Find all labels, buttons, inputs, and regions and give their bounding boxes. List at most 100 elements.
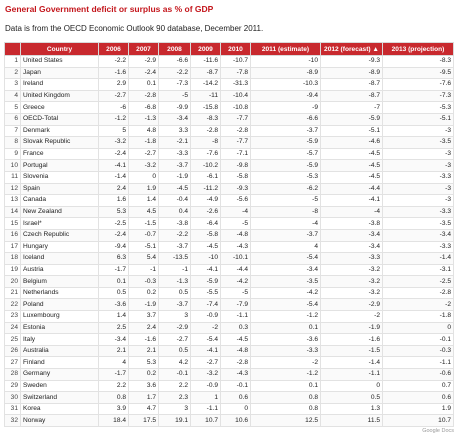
column-header[interactable]: 2013 (projection): [382, 42, 454, 56]
row-index: 15: [4, 217, 21, 230]
value-cell: 1.4: [128, 194, 159, 207]
column-header[interactable]: 2009: [190, 42, 221, 56]
value-cell: 1.4: [98, 310, 129, 323]
value-cell: -5: [250, 194, 321, 207]
value-cell: -2: [190, 321, 221, 335]
value-cell: -3.2: [190, 368, 221, 381]
value-cell: -10: [190, 252, 221, 265]
column-header[interactable]: 2011 (estimate): [250, 42, 321, 56]
value-cell: -3.7: [250, 228, 321, 242]
value-cell: 2.1: [128, 344, 159, 358]
value-cell: -4.5: [190, 240, 221, 254]
row-index: 10: [4, 159, 21, 172]
value-cell: -2.8: [128, 89, 159, 103]
column-header[interactable]: Country: [20, 42, 99, 56]
value-cell: -4.3: [220, 240, 251, 254]
value-cell: -8.9: [320, 66, 383, 80]
column-header[interactable]: 2007: [128, 42, 159, 56]
value-cell: -3.7: [158, 298, 191, 312]
value-cell: -5: [158, 89, 191, 103]
value-cell: -1.6: [98, 66, 129, 80]
value-cell: -10.2: [190, 159, 221, 172]
column-header[interactable]: 2010: [220, 42, 251, 56]
value-cell: 3.7: [128, 310, 159, 323]
row-index: 28: [4, 368, 21, 381]
country-cell: Spain: [20, 182, 99, 196]
value-cell: 2.4: [128, 321, 159, 335]
row-index: 23: [4, 310, 21, 323]
value-cell: -5.8: [190, 228, 221, 242]
value-cell: -5.9: [250, 136, 321, 149]
table-row: 20 Belgium 0.1 -0.3 -1.3 -5.9 -4.2 -3.5 -3.2 -2.5: [4, 275, 454, 288]
value-cell: -8.7: [190, 66, 221, 80]
value-cell: -6.6: [250, 112, 321, 126]
value-cell: -7.3: [382, 89, 454, 103]
value-cell: -1.7: [98, 263, 129, 277]
country-cell: Austria: [20, 263, 99, 277]
value-cell: -4: [220, 205, 251, 219]
value-cell: -3.3: [382, 240, 454, 254]
value-cell: -3.7: [158, 240, 191, 254]
value-cell: -2.7: [98, 89, 129, 103]
value-cell: -1.3: [158, 275, 191, 288]
country-cell: Greece: [20, 101, 99, 114]
value-cell: -2.4: [128, 66, 159, 80]
value-cell: 1.9: [382, 402, 454, 416]
value-cell: -3.6: [98, 298, 129, 312]
value-cell: -3.7: [158, 159, 191, 172]
value-cell: -3.4: [382, 228, 454, 242]
table-row: 1 United States -2.2 -2.9 -6.6 -11.6 -10.7 -10-…: [4, 55, 454, 68]
value-cell: 0.5: [158, 344, 191, 358]
value-cell: 2.9: [98, 78, 129, 91]
value-cell: -1.4: [382, 252, 454, 265]
column-header[interactable]: 2008: [158, 42, 191, 56]
row-index: 1: [4, 55, 21, 68]
row-index: 21: [4, 286, 21, 300]
column-header[interactable]: 2006: [98, 42, 129, 56]
value-cell: -9.3: [220, 182, 251, 196]
value-cell: -4.3: [220, 368, 251, 381]
value-cell: -8.7: [320, 89, 383, 103]
value-cell: -13.5: [158, 252, 191, 265]
value-cell: 0.4: [158, 205, 191, 219]
value-cell: -2.4: [98, 147, 129, 161]
country-cell: Hungary: [20, 240, 99, 254]
row-index: 14: [4, 205, 21, 219]
value-cell: -5.4: [250, 252, 321, 265]
value-cell: -3.3: [320, 252, 383, 265]
value-cell: -3: [382, 194, 454, 207]
table-row: 29 Sweden 2.2 3.6 2.2 -0.9 -0.1 0.1 0 0.7: [4, 379, 454, 393]
value-cell: -1.4: [320, 356, 383, 370]
value-cell: -3.3: [250, 344, 321, 358]
value-cell: -2.9: [320, 298, 383, 312]
value-cell: -9.4: [250, 89, 321, 103]
value-cell: -10.3: [250, 78, 321, 91]
table-row: 12 Spain 2.4 1.9 -4.5 -11.2 -9.3 -6.2 -4.4 -3: [4, 182, 454, 196]
value-cell: -5.4: [190, 333, 221, 346]
value-cell: 1.7: [128, 391, 159, 404]
country-cell: Poland: [20, 298, 99, 312]
header-row: Country 2006 2007 2008 2009 2010 2011 (estimat…: [4, 42, 454, 56]
value-cell: -3.5: [382, 136, 454, 149]
row-index: 6: [4, 112, 21, 126]
value-cell: -2.7: [158, 333, 191, 346]
value-cell: 3.3: [158, 124, 191, 138]
value-cell: 3.9: [98, 402, 129, 416]
value-cell: 0.5: [320, 391, 383, 404]
value-cell: -6.6: [158, 55, 191, 68]
row-index: 20: [4, 275, 21, 288]
value-cell: 0.7: [382, 379, 454, 393]
value-cell: 10.7: [382, 414, 454, 427]
column-header[interactable]: 2012 (forecast) ▲: [320, 42, 383, 56]
value-cell: -4.1: [190, 344, 221, 358]
value-cell: -2: [320, 310, 383, 323]
value-cell: -3.2: [320, 263, 383, 277]
value-cell: -4: [250, 217, 321, 230]
value-cell: -3.8: [320, 217, 383, 230]
row-index: 22: [4, 298, 21, 312]
table-body: 1 United States -2.2 -2.9 -6.6 -11.6 -10.7 -10-…: [4, 55, 454, 427]
value-cell: -9.3: [320, 55, 383, 68]
table-row: 10 Portugal -4.1 -3.2 -3.7 -10.2 -9.8 -5.9 -4.5-…: [4, 159, 454, 172]
value-cell: -3.4: [320, 228, 383, 242]
value-cell: -2.8: [190, 124, 221, 138]
